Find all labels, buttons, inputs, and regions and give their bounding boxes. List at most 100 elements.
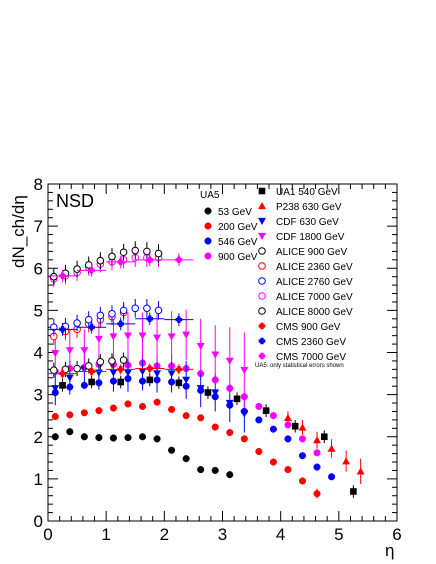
y-tick-label: 8	[34, 175, 43, 194]
legend-label: UA1 540 GeV	[276, 187, 338, 198]
data-point	[50, 366, 58, 374]
legend-marker	[204, 207, 212, 215]
data-series	[48, 241, 365, 499]
data-point	[298, 477, 307, 485]
data-point	[298, 452, 307, 460]
data-point	[211, 423, 219, 431]
legend-marker	[258, 292, 266, 300]
data-point	[182, 376, 191, 384]
legend-label: CMS 7000 GeV	[276, 352, 346, 363]
series-ua1-540-gev	[59, 373, 357, 498]
series-p238-630-gev	[283, 411, 365, 484]
y-tick-label: 2	[34, 428, 43, 447]
data-point	[313, 436, 321, 444]
data-point	[138, 402, 147, 410]
data-point	[84, 315, 93, 324]
legend-label: ALICE 900 GeV	[276, 247, 347, 258]
data-point	[167, 333, 176, 341]
nsd-annotation: NSD	[56, 191, 94, 211]
data-point	[108, 252, 116, 261]
y-tick-label: 3	[34, 386, 43, 405]
data-point	[168, 405, 176, 413]
series-53-gev	[51, 428, 234, 479]
data-point	[153, 334, 162, 342]
data-point	[153, 370, 162, 378]
legend-label: 53 GeV	[218, 207, 252, 218]
data-point	[175, 316, 183, 323]
data-point	[119, 306, 128, 315]
data-point	[138, 368, 147, 376]
data-point	[298, 423, 307, 431]
data-point	[167, 370, 176, 378]
data-point	[59, 326, 66, 333]
data-point	[211, 389, 220, 397]
data-point	[182, 412, 190, 420]
legend-marker	[258, 202, 266, 210]
data-point	[65, 374, 74, 382]
data-point	[59, 272, 66, 280]
data-point	[131, 246, 140, 255]
data-point	[182, 331, 191, 339]
data-point	[146, 376, 154, 384]
data-point	[269, 458, 277, 466]
x-tick-label: 2	[160, 525, 169, 544]
x-tick-label: 4	[276, 525, 285, 544]
data-point	[94, 369, 103, 377]
data-point	[182, 455, 190, 463]
data-point	[117, 366, 125, 373]
data-point	[94, 335, 103, 343]
legend-label: CDF 630 GeV	[276, 217, 339, 228]
legend-marker	[258, 352, 266, 360]
data-point	[233, 395, 241, 403]
data-point	[225, 399, 234, 408]
x-tick-label: 5	[334, 525, 343, 544]
legend-label: ALICE 7000 GeV	[276, 292, 353, 303]
data-point	[298, 435, 307, 443]
data-point	[51, 433, 59, 441]
legend-label: CMS 2360 GeV	[276, 337, 346, 348]
data-point	[146, 315, 154, 323]
data-point	[88, 267, 95, 274]
data-point	[327, 444, 336, 452]
data-point	[255, 402, 263, 410]
data-point	[66, 428, 74, 436]
legend-label: ALICE 8000 GeV	[276, 307, 353, 318]
legend-marker	[258, 322, 266, 330]
data-point	[119, 248, 128, 257]
series-alice-8000-gev	[50, 241, 163, 286]
x-tick-label: 1	[101, 525, 110, 544]
data-point	[65, 347, 74, 355]
data-point	[88, 323, 95, 331]
legend-label: CMS 900 GeV	[276, 322, 341, 333]
data-point	[328, 473, 336, 481]
legend-group-title: UA5	[200, 190, 220, 201]
data-point	[284, 466, 292, 474]
data-point	[356, 467, 365, 475]
data-point	[320, 433, 328, 441]
data-point	[196, 343, 205, 351]
legend-label: ALICE 2360 GeV	[276, 262, 353, 273]
data-point	[80, 433, 88, 441]
legend-marker	[204, 237, 212, 245]
data-point	[84, 362, 93, 370]
data-point	[175, 256, 183, 264]
y-tick-label: 1	[34, 470, 43, 489]
data-point	[109, 369, 118, 377]
data-point	[146, 256, 154, 264]
x-tick-label: 6	[392, 525, 401, 544]
data-point	[313, 463, 321, 471]
data-point	[154, 249, 163, 258]
data-point	[175, 379, 183, 387]
legend-marker	[258, 247, 266, 255]
data-point	[109, 434, 117, 442]
data-point	[211, 466, 219, 475]
data-point	[153, 435, 161, 443]
data-point	[168, 446, 176, 454]
series-200-gev	[51, 398, 321, 499]
data-point	[255, 416, 263, 424]
data-point	[73, 265, 81, 273]
data-point	[109, 333, 118, 341]
legend-label: CDF 1800 GeV	[276, 232, 345, 243]
legend-footnote: UA5: only statistical errors shown	[255, 363, 344, 369]
